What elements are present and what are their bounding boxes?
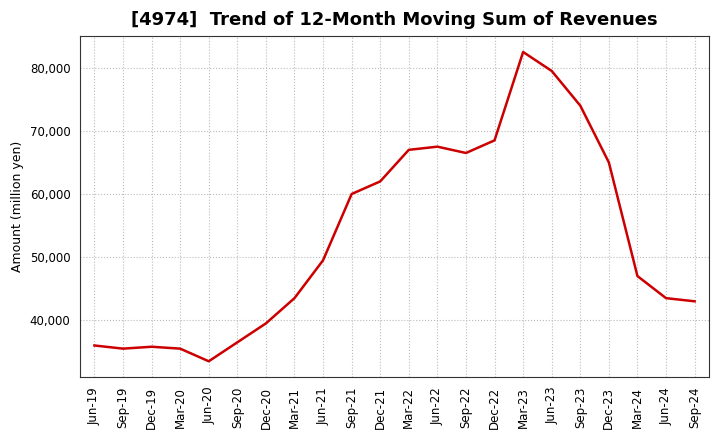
Y-axis label: Amount (million yen): Amount (million yen) (11, 141, 24, 272)
Title: [4974]  Trend of 12-Month Moving Sum of Revenues: [4974] Trend of 12-Month Moving Sum of R… (131, 11, 658, 29)
